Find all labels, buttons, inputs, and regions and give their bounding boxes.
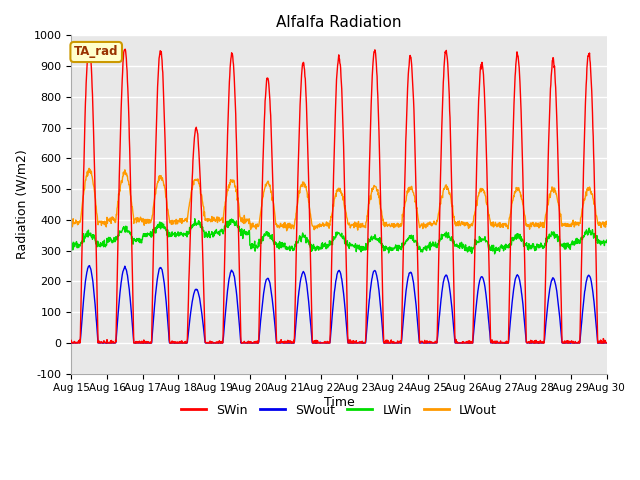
- Legend: SWin, SWout, LWin, LWout: SWin, SWout, LWin, LWout: [176, 398, 502, 421]
- X-axis label: Time: Time: [324, 396, 355, 409]
- Text: TA_rad: TA_rad: [74, 46, 118, 59]
- Y-axis label: Radiation (W/m2): Radiation (W/m2): [15, 150, 28, 259]
- Title: Alfalfa Radiation: Alfalfa Radiation: [276, 15, 402, 30]
